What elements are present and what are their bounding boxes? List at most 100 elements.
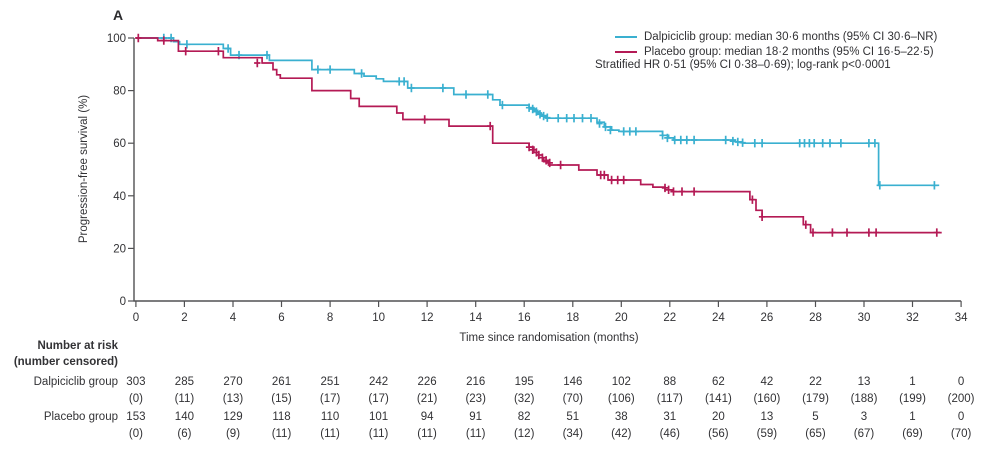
censored-value: (13) <box>222 393 244 405</box>
x-tick-label: 20 <box>615 312 628 324</box>
y-tick-label: 40 <box>113 191 126 203</box>
x-axis-title: Time since randomisation (months) <box>459 332 639 344</box>
placebo-line-swatch <box>615 50 637 53</box>
legend-label: Placebo group: median 18·2 months (95% C… <box>644 45 934 58</box>
x-tick-label: 16 <box>518 312 531 324</box>
at-risk-value: 31 <box>663 411 677 423</box>
censored-value: (106) <box>607 393 635 405</box>
at-risk-value: 38 <box>614 411 628 423</box>
censored-value: (12) <box>513 428 535 440</box>
at-risk-value: 20 <box>711 411 725 423</box>
risk-table-header-line1: Number at risk <box>37 340 118 352</box>
at-risk-value: 101 <box>369 411 389 423</box>
at-risk-value: 153 <box>126 411 146 423</box>
censored-value: (11) <box>271 428 292 440</box>
x-tick-label: 30 <box>858 312 871 324</box>
at-risk-value: 94 <box>420 411 434 423</box>
at-risk-value: 110 <box>320 411 340 423</box>
at-risk-value: 242 <box>369 376 389 388</box>
censored-value: (46) <box>659 428 681 440</box>
censored-value: (34) <box>562 428 584 440</box>
at-risk-value: 0 <box>957 411 965 423</box>
censored-value: (188) <box>850 393 878 405</box>
x-tick-label: 26 <box>761 312 774 324</box>
censored-value: (11) <box>320 428 340 440</box>
censored-value: (0) <box>128 428 143 440</box>
censored-value: (179) <box>802 393 829 405</box>
risk-table-header-line2: (number censored) <box>13 356 118 368</box>
x-tick-label: 32 <box>906 312 919 324</box>
at-risk-value: 91 <box>469 411 483 423</box>
at-risk-value: 13 <box>760 411 774 423</box>
censored-value: (141) <box>704 393 732 405</box>
censored-value: (15) <box>271 393 292 405</box>
at-risk-value: 285 <box>174 376 194 388</box>
censored-value: (17) <box>368 393 389 405</box>
y-tick-label: 0 <box>120 296 126 308</box>
censored-value: (0) <box>128 393 143 405</box>
legend-label: Dalpiciclib group: median 30·6 months (9… <box>644 30 938 43</box>
censored-value: (67) <box>853 428 875 440</box>
censored-value: (23) <box>465 393 486 405</box>
censored-value: (70) <box>562 393 584 405</box>
at-risk-value: 195 <box>514 376 534 388</box>
censored-value: (59) <box>756 428 778 440</box>
censored-value: (11) <box>417 428 437 440</box>
at-risk-value: 5 <box>812 411 819 423</box>
at-risk-value: 129 <box>223 411 243 423</box>
at-risk-value: 1 <box>909 376 916 388</box>
legend-stats-note: Stratified HR 0·51 (95% CI 0·38–0·69); l… <box>595 59 891 71</box>
at-risk-value: 0 <box>957 376 965 388</box>
censored-value: (69) <box>902 428 923 440</box>
at-risk-value: 88 <box>663 376 677 388</box>
panel-label: A <box>113 7 124 23</box>
at-risk-value: 13 <box>857 376 871 388</box>
x-tick-label: 22 <box>663 312 676 324</box>
censored-value: (117) <box>656 393 683 405</box>
censor-marks-placebo <box>135 33 940 237</box>
risk-row-label-dalpiciclib: Dalpiciclib group <box>33 376 118 388</box>
x-tick-label: 34 <box>955 312 968 324</box>
censored-value: (11) <box>368 428 389 440</box>
legend-entry-dalpiciclib: Dalpiciclib group: median 30·6 months (9… <box>615 30 937 43</box>
at-risk-value: 303 <box>126 376 146 388</box>
at-risk-value: 1 <box>909 411 916 423</box>
censored-value: (11) <box>465 428 486 440</box>
censored-value: (11) <box>174 393 195 405</box>
y-tick-label: 80 <box>113 86 126 98</box>
x-tick-label: 24 <box>712 312 725 324</box>
x-tick-label: 12 <box>421 312 434 324</box>
at-risk-value: 22 <box>809 376 822 388</box>
x-tick-label: 18 <box>566 312 579 324</box>
censored-value: (200) <box>947 393 975 405</box>
y-tick-label: 100 <box>107 33 126 45</box>
censored-value: (199) <box>899 393 926 405</box>
at-risk-value: 3 <box>860 411 868 423</box>
censored-value: (65) <box>805 428 826 440</box>
censored-value: (17) <box>319 393 341 405</box>
risk-row-label-placebo: Placebo group <box>43 411 118 423</box>
at-risk-value: 51 <box>566 411 580 423</box>
x-tick-label: 6 <box>278 312 284 324</box>
at-risk-value: 216 <box>466 376 486 388</box>
x-tick-label: 2 <box>181 312 187 324</box>
at-risk-value: 146 <box>563 376 583 388</box>
x-tick-label: 14 <box>469 312 482 324</box>
at-risk-value: 42 <box>760 376 774 388</box>
at-risk-value: 251 <box>320 376 340 388</box>
censored-value: (56) <box>708 428 729 440</box>
x-tick-label: 10 <box>372 312 385 324</box>
censored-value: (21) <box>416 393 438 405</box>
dalpiciclib-line-swatch <box>615 35 637 38</box>
censored-value: (32) <box>513 393 535 405</box>
at-risk-value: 102 <box>611 376 631 388</box>
censored-value: (42) <box>611 428 632 440</box>
x-tick-label: 0 <box>133 312 139 324</box>
censored-value: (160) <box>753 393 781 405</box>
x-tick-label: 28 <box>809 312 822 324</box>
censored-value: (9) <box>225 428 241 440</box>
at-risk-value: 270 <box>223 376 243 388</box>
at-risk-value: 62 <box>711 376 725 388</box>
